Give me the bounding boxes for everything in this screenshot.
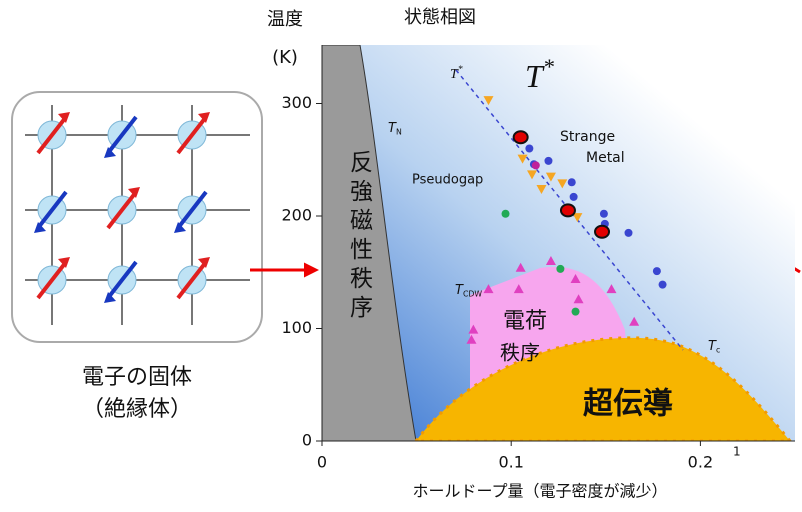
chart-title: 状態相図: [404, 7, 476, 28]
point: [544, 157, 552, 165]
point: [514, 131, 528, 143]
y-tick-label: 0: [302, 431, 312, 450]
y-tick-label: 100: [281, 318, 312, 337]
annotation-sup: *: [543, 54, 555, 79]
inset-caption: （絶縁体）: [82, 397, 192, 422]
point: [525, 145, 533, 153]
point: [570, 193, 578, 201]
inset: 電子の固体 （絶縁体）: [12, 92, 262, 422]
figure: 電子の固体 （絶縁体） 状態相図 温度 (K) ホールドープ量（電子密度が減少）…: [0, 0, 802, 508]
strange-metal-label: Metal: [586, 150, 625, 166]
point: [556, 265, 564, 273]
sc-label: 超伝導: [583, 387, 673, 422]
point: [595, 226, 609, 238]
x-tick-label: 0.1: [498, 453, 523, 472]
point: [600, 210, 608, 218]
cdw-label: 秩序: [500, 341, 540, 365]
regions: [322, 45, 795, 441]
inset-caption: 電子の固体: [82, 365, 192, 390]
y-tick-label: 200: [281, 206, 312, 225]
point: [572, 308, 580, 316]
point: [568, 178, 576, 186]
antiferro-label: 反強磁性秩序: [346, 150, 374, 324]
annotation-sub: CDW: [463, 290, 482, 299]
point: [625, 229, 633, 237]
cdw-label: 電荷: [503, 309, 547, 334]
annotation-sub: N: [396, 128, 402, 137]
point: [532, 161, 540, 169]
point: [502, 210, 510, 218]
x-axis-label: ホールドープ量（電子密度が減少）: [412, 482, 667, 501]
pseudogap-label: Pseudogap: [412, 173, 483, 188]
y-tick-label: 300: [281, 93, 312, 112]
x-tick-label: 0: [317, 453, 327, 472]
y-axis-label: 温度: [267, 9, 303, 30]
annotation-sub: c: [716, 346, 720, 355]
annotation-sup: *: [458, 64, 463, 75]
annotation: 1: [733, 445, 741, 459]
point: [653, 267, 661, 275]
y-axis-label: (K): [272, 47, 298, 68]
x-tick-label: 0.2: [688, 453, 713, 472]
point: [561, 204, 575, 216]
point: [659, 281, 667, 289]
strange-metal-label: Strange: [560, 129, 615, 145]
